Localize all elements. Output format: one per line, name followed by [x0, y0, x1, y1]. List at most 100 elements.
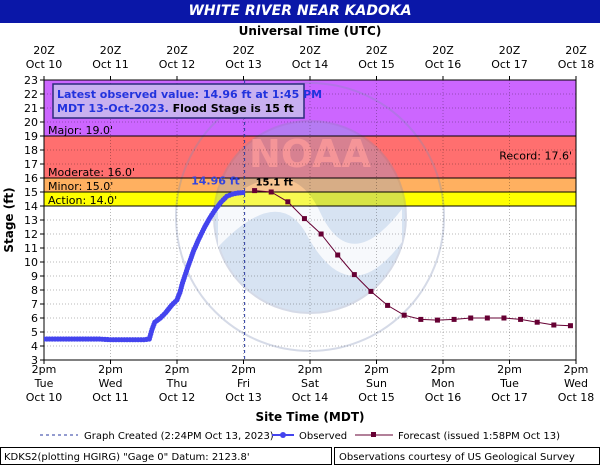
y-tick-label: 10 — [24, 256, 38, 269]
bottom-tick-date: Oct 12 — [159, 391, 196, 404]
logo-noaa-text: NOAA — [249, 132, 371, 176]
y-tick-label: 13 — [24, 214, 38, 227]
y-tick-label: 19 — [24, 130, 38, 143]
y-tick-label: 5 — [31, 326, 38, 339]
forecast-point — [385, 302, 391, 308]
forecast-point — [451, 316, 457, 322]
logo-bird-swoosh — [218, 178, 402, 276]
bottom-tick-time: 2pm — [431, 363, 456, 376]
forecast-point — [567, 323, 573, 329]
top-tick-time: 20Z — [166, 44, 188, 57]
bottom-tick-date: Oct 18 — [558, 391, 595, 404]
top-tick-time: 20Z — [499, 44, 521, 57]
y-tick-label: 23 — [24, 74, 38, 87]
top-tick-date: Oct 11 — [92, 58, 129, 71]
mdt-axis-title: Site Time (MDT) — [256, 410, 365, 424]
footer: KDKS2(plotting HGIRG) "Gage 0" Datum: 21… — [0, 447, 600, 465]
y-tick-label: 21 — [24, 102, 38, 115]
noaa-watermark-logo: NOAA — [175, 82, 445, 352]
forecast-point — [335, 252, 341, 258]
y-tick-label: 22 — [24, 88, 38, 101]
top-tick-date: Oct 12 — [159, 58, 196, 71]
y-tick-label: 17 — [24, 158, 38, 171]
top-tick-date: Oct 16 — [425, 58, 462, 71]
legend-forecast-marker — [371, 432, 376, 437]
utc-axis-title: Universal Time (UTC) — [239, 24, 382, 38]
y-tick-label: 7 — [31, 298, 38, 311]
threshold-label-major: Major: 19.0' — [48, 124, 113, 137]
bottom-tick-weekday: Wed — [564, 377, 588, 390]
forecast-peak-label: 15.1 ft — [256, 178, 294, 189]
bottom-tick-weekday: Thu — [166, 377, 188, 390]
y-tick-label: 8 — [31, 284, 38, 297]
forecast-point — [551, 322, 557, 328]
forecast-point — [301, 216, 307, 222]
observed-value-label: 14.96 ft — [191, 175, 240, 188]
top-tick-date: Oct 10 — [26, 58, 63, 71]
bottom-tick-weekday: Mon — [431, 377, 454, 390]
bottom-tick-weekday: Tue — [34, 377, 54, 390]
y-tick-label: 3 — [31, 354, 38, 367]
bottom-tick-weekday: Tue — [499, 377, 519, 390]
bottom-tick-weekday: Sun — [366, 377, 387, 390]
top-tick-time: 20Z — [366, 44, 388, 57]
y-tick-label: 18 — [24, 144, 38, 157]
observed-point — [240, 189, 246, 196]
y-tick-label: 16 — [24, 172, 38, 185]
bottom-tick-date: Oct 11 — [92, 391, 129, 404]
bottom-tick-time: 2pm — [98, 363, 123, 376]
bottom-tick-time: 2pm — [298, 363, 323, 376]
band-action — [44, 192, 576, 206]
y-tick-label: 12 — [24, 228, 38, 241]
y-tick-label: 15 — [24, 186, 38, 199]
bottom-tick-date: Oct 16 — [425, 391, 462, 404]
bottom-tick-time: 2pm — [231, 363, 256, 376]
legend: Graph Created (2:24PM Oct 13, 2023) Obse… — [40, 431, 560, 442]
forecast-point — [401, 312, 407, 318]
legend-observed-marker — [280, 432, 286, 438]
legend-forecast-label: Forecast (issued 1:58PM Oct 13) — [398, 431, 560, 442]
top-tick-time: 20Z — [33, 44, 55, 57]
bottom-tick-time: 2pm — [564, 363, 589, 376]
top-tick-time: 20Z — [233, 44, 255, 57]
forecast-series — [252, 188, 573, 329]
forecast-point — [484, 315, 490, 321]
top-tick-date: Oct 14 — [292, 58, 329, 71]
forecast-point — [268, 189, 274, 195]
y-tick-label: 6 — [31, 312, 38, 325]
y-tick-label: 11 — [24, 242, 38, 255]
latest-value-date: MDT 13-Oct-2023. — [57, 102, 169, 115]
bottom-tick-weekday: Fri — [237, 377, 250, 390]
bottom-tick-date: Oct 10 — [26, 391, 63, 404]
threshold-labels: Major: 19.0' Record: 17.6' Moderate: 16.0'… — [48, 124, 572, 207]
threshold-label-moderate: Moderate: 16.0' — [48, 166, 135, 179]
forecast-point — [501, 315, 507, 321]
forecast-point — [368, 288, 374, 294]
bottom-tick-weekday: Wed — [99, 377, 123, 390]
latest-value-line1: Latest observed value: 14.96 ft at 1:45 … — [57, 88, 322, 101]
top-tick-date: Oct 13 — [225, 58, 262, 71]
forecast-point — [534, 319, 540, 325]
bottom-tick-date: Oct 15 — [358, 391, 395, 404]
top-tick-time: 20Z — [432, 44, 454, 57]
forecast-point — [518, 316, 524, 322]
footer-credit: Observations courtesy of US Geological S… — [339, 452, 575, 463]
y-tick-label: 20 — [24, 116, 38, 129]
y-axis-title: Stage (ft) — [2, 187, 16, 252]
forecast-point — [318, 231, 324, 237]
y-tick-label: 9 — [31, 270, 38, 283]
top-tick-date: Oct 18 — [558, 58, 595, 71]
observed-series — [44, 189, 246, 343]
grid-lines — [44, 80, 576, 360]
forecast-line — [254, 190, 571, 327]
threshold-label-action: Action: 14.0' — [48, 194, 117, 207]
legend-created-label: Graph Created (2:24PM Oct 13, 2023) — [84, 431, 274, 442]
svg-text:MDT 13-Oct-2023. Flood Stage i: MDT 13-Oct-2023. Flood Stage is 15 ft — [57, 102, 294, 115]
bottom-tick-date: Oct 17 — [491, 391, 528, 404]
forecast-point — [434, 317, 440, 323]
